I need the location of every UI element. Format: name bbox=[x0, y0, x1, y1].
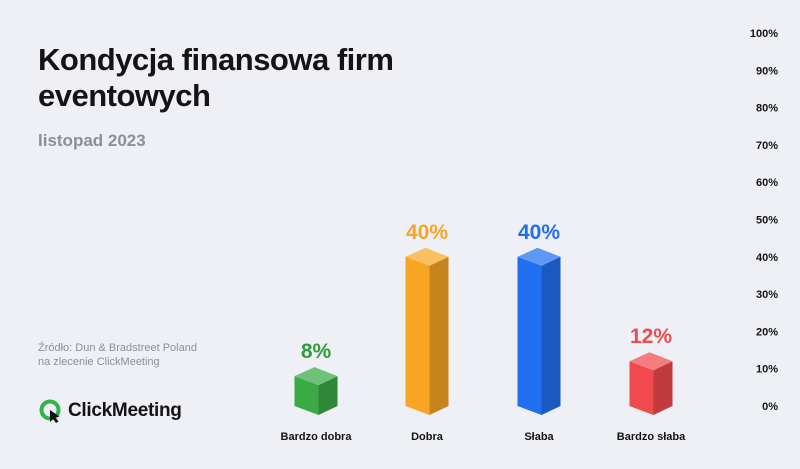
source-line-2: na zlecenie ClickMeeting bbox=[38, 356, 160, 368]
y-tick-label: 30% bbox=[756, 289, 778, 301]
data-label: 40% bbox=[406, 221, 448, 244]
bar-top-face bbox=[629, 352, 673, 371]
bar-side-face bbox=[541, 256, 561, 415]
source-note: Źródło: Dun & Bradstreet Poland na zlece… bbox=[38, 341, 238, 369]
y-tick-label: 0% bbox=[762, 401, 778, 413]
data-label: 12% bbox=[630, 325, 672, 348]
y-tick-label: 100% bbox=[750, 28, 778, 40]
bar-front-face bbox=[294, 376, 319, 415]
logo: ClickMeeting bbox=[38, 397, 182, 425]
bar-front-face bbox=[517, 256, 542, 415]
y-axis: 0% 10% 20% 30% 40% 50% 60% 70% 80% 90% 100% bbox=[750, 28, 778, 413]
bar-top-face bbox=[517, 247, 561, 266]
y-tick-label: 20% bbox=[756, 326, 778, 338]
bar-front-face bbox=[405, 256, 430, 415]
bar-top-face bbox=[294, 367, 338, 386]
data-label: 8% bbox=[301, 340, 332, 363]
data-label: 40% bbox=[518, 221, 560, 244]
bar-top-face bbox=[405, 247, 449, 266]
category-label: Dobra bbox=[411, 431, 444, 443]
page-subtitle: listopad 2023 bbox=[38, 131, 146, 150]
category-labels: Bardzo dobra Dobra Słaba Bardzo słaba bbox=[281, 431, 687, 443]
bar-front-face bbox=[629, 361, 654, 415]
bar-side-face bbox=[429, 256, 449, 415]
y-tick-label: 90% bbox=[756, 65, 778, 77]
bar bbox=[629, 352, 673, 415]
bars bbox=[294, 247, 673, 415]
y-tick-label: 50% bbox=[756, 215, 778, 227]
data-labels: 8% 40% 40% 12% bbox=[301, 221, 673, 363]
category-label: Słaba bbox=[524, 431, 554, 443]
y-tick-label: 70% bbox=[756, 140, 778, 152]
bar-side-face bbox=[653, 361, 673, 415]
y-tick-label: 60% bbox=[756, 177, 778, 189]
bar bbox=[517, 247, 561, 415]
category-label: Bardzo słaba bbox=[617, 431, 686, 443]
clickmeeting-logo-icon bbox=[39, 399, 61, 423]
bar bbox=[294, 367, 338, 415]
y-tick-label: 80% bbox=[756, 103, 778, 115]
bar-side-face bbox=[318, 376, 338, 415]
category-label: Bardzo dobra bbox=[281, 431, 353, 443]
page-title: Kondycja finansowa firm eventowych bbox=[38, 42, 394, 113]
bar bbox=[405, 247, 449, 415]
y-tick-label: 40% bbox=[756, 252, 778, 264]
source-line-1: Źródło: Dun & Bradstreet Poland bbox=[38, 342, 197, 354]
logo-text: ClickMeeting bbox=[68, 400, 182, 421]
y-tick-label: 10% bbox=[756, 364, 778, 376]
